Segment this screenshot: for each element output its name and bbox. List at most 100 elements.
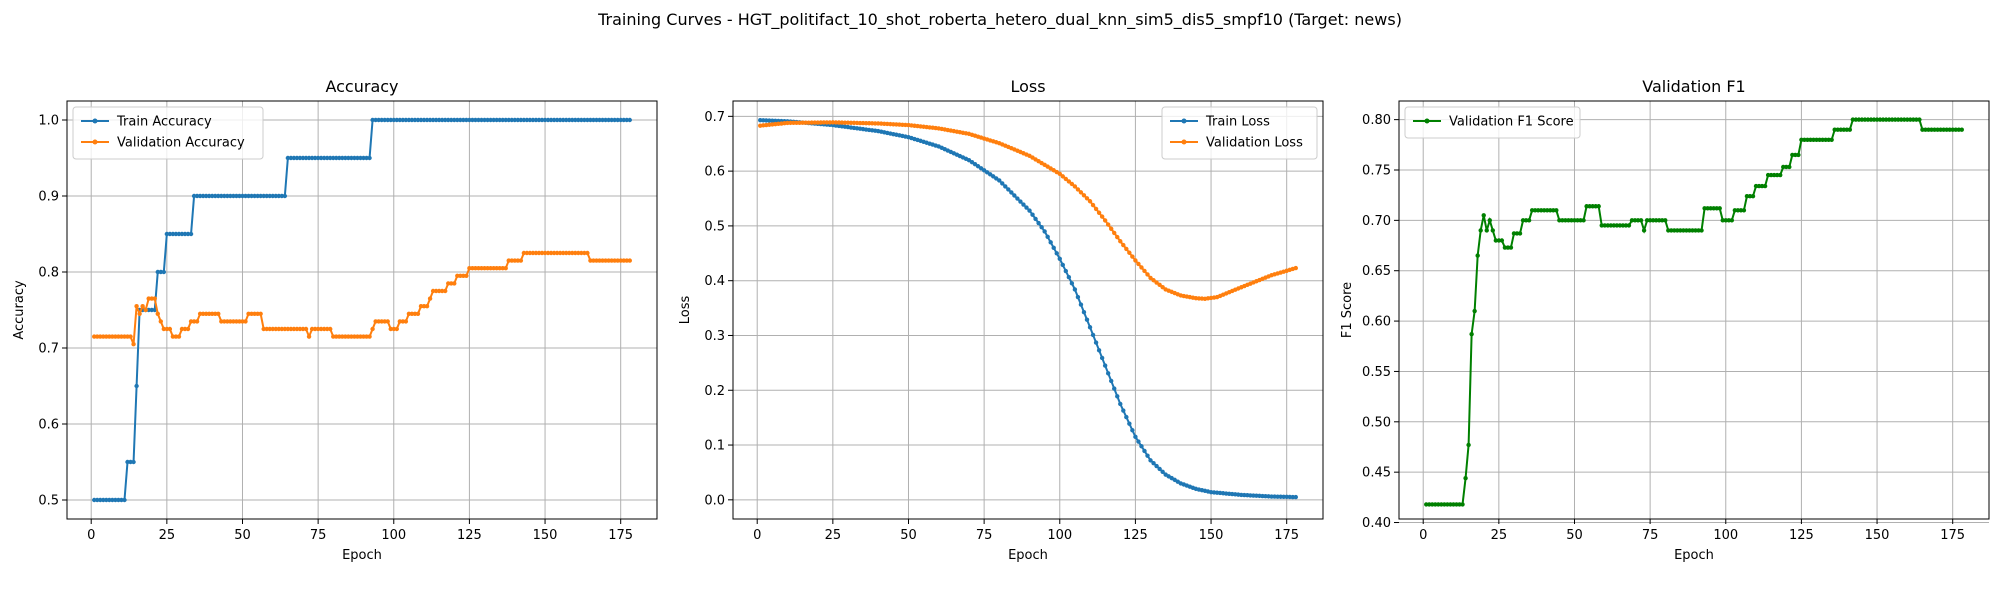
- data-point: [455, 117, 460, 123]
- data-point: [219, 319, 224, 324]
- data-point: [216, 311, 221, 316]
- data-point: [1687, 228, 1692, 233]
- data-point: [1478, 228, 1483, 233]
- x-tick-label: 25: [1491, 528, 1508, 543]
- data-point: [1084, 196, 1090, 201]
- data-point: [458, 117, 463, 123]
- data-point: [264, 326, 269, 332]
- data-point: [621, 117, 626, 123]
- data-point: [424, 117, 430, 123]
- data-point: [1941, 127, 1946, 132]
- data-point: [797, 120, 802, 125]
- data-point: [494, 266, 499, 271]
- data-point: [394, 326, 399, 332]
- data-point: [1060, 262, 1065, 268]
- data-point: [1118, 239, 1123, 244]
- data-point: [173, 334, 179, 339]
- data-point: [1844, 127, 1849, 132]
- data-point: [427, 117, 433, 123]
- legend-label: Validation Loss: [1206, 136, 1303, 151]
- data-point: [182, 231, 188, 237]
- data-point: [1508, 245, 1514, 250]
- data-point: [1139, 444, 1144, 449]
- x-axis-label: Epoch: [342, 548, 382, 563]
- data-point: [343, 155, 348, 161]
- data-point: [207, 311, 212, 316]
- series-train-loss: [758, 117, 1298, 500]
- data-point: [1142, 448, 1147, 454]
- data-point: [1115, 234, 1120, 240]
- data-point: [176, 334, 182, 339]
- validation-f1-panel: 0 25 50 75 100 125 150 175 0.40 0.45 0.50 0.55 0.60 0…: [1340, 77, 1990, 563]
- y-tick-label: 0.40: [1362, 516, 1391, 531]
- data-point: [1726, 218, 1731, 223]
- data-point: [161, 326, 167, 332]
- data-point: [131, 342, 136, 347]
- data-point: [791, 120, 796, 126]
- data-point: [488, 117, 493, 123]
- data-point: [1744, 193, 1750, 199]
- data-point: [485, 117, 490, 123]
- data-point: [594, 258, 599, 263]
- data-point: [1133, 434, 1138, 440]
- data-point: [524, 250, 530, 256]
- data-point: [1160, 469, 1165, 474]
- data-point: [1093, 340, 1099, 345]
- data-point: [203, 193, 209, 199]
- data-point: [1814, 137, 1819, 142]
- data-point: [1653, 218, 1659, 223]
- data-point: [318, 326, 324, 332]
- data-point: [1826, 137, 1831, 142]
- data-point: [1481, 213, 1486, 218]
- data-point: [1750, 193, 1756, 199]
- data-point: [1563, 218, 1568, 223]
- data-point: [309, 326, 315, 332]
- data-point: [1953, 127, 1958, 132]
- data-point: [1545, 208, 1550, 213]
- data-point: [95, 334, 100, 339]
- data-point: [1790, 152, 1795, 158]
- data-point: [134, 383, 139, 389]
- x-tick-label: 150: [1865, 528, 1890, 543]
- x-axis-label: Epoch: [1674, 548, 1714, 563]
- data-point: [488, 266, 493, 271]
- data-point: [170, 334, 176, 339]
- data-point: [800, 120, 805, 125]
- data-point: [131, 459, 136, 465]
- data-point: [134, 304, 139, 309]
- data-point: [1157, 466, 1162, 472]
- data-point: [1148, 458, 1153, 463]
- data-point: [597, 117, 602, 123]
- data-point: [104, 497, 109, 503]
- data-point: [1121, 242, 1126, 248]
- data-point: [1611, 223, 1617, 228]
- data-point: [249, 311, 254, 316]
- data-point: [349, 155, 354, 161]
- legend: Train Loss Validation Loss: [1161, 106, 1318, 160]
- data-point: [1127, 250, 1132, 255]
- panel-title: Accuracy: [325, 77, 398, 96]
- series-validation-loss: [758, 120, 1298, 301]
- data-point: [1502, 245, 1508, 250]
- data-point: [806, 120, 811, 125]
- data-point: [494, 117, 499, 123]
- data-point: [1681, 228, 1686, 233]
- data-point: [1557, 218, 1562, 223]
- data-point: [297, 326, 303, 332]
- data-point: [418, 117, 424, 123]
- data-point: [1605, 223, 1610, 228]
- y-tick-label: 0.80: [1362, 113, 1391, 128]
- data-point: [1160, 284, 1165, 290]
- data-point: [1856, 117, 1862, 122]
- x-tick-label: 125: [1789, 528, 1814, 543]
- data-point: [1529, 208, 1535, 213]
- data-point: [1078, 302, 1084, 307]
- data-point: [222, 193, 227, 199]
- data-point: [1672, 228, 1677, 233]
- x-tick-label: 75: [310, 528, 327, 543]
- x-tick-label: 0: [1419, 528, 1427, 543]
- data-point: [1956, 127, 1961, 132]
- data-point: [1099, 355, 1105, 361]
- data-point: [188, 231, 194, 237]
